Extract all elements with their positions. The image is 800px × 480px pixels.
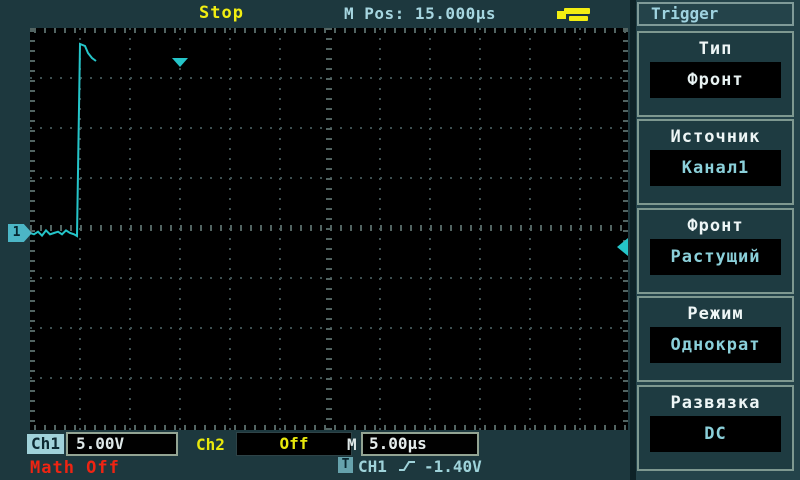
usb-icon (557, 8, 590, 21)
trigger-menu-panel: Trigger Тип Фронт Источник Канал1 Фронт … (636, 0, 800, 480)
trigger-source-readout: CH1 (358, 457, 387, 476)
gridline (30, 425, 628, 430)
menu-item-value: Однократ (650, 327, 781, 363)
gridline (30, 225, 628, 231)
ch2-state-readout: Off (236, 432, 352, 456)
ch2-badge[interactable]: Ch2 (196, 435, 225, 454)
ch1-ground-marker[interactable]: 1 (8, 224, 32, 242)
acquisition-status: Stop (199, 3, 244, 23)
trigger-level-marker[interactable] (617, 238, 628, 256)
math-status: Math Off (30, 458, 120, 478)
menu-item-label: Тип (698, 39, 733, 59)
trigger-menu-title: Trigger (637, 2, 794, 26)
menu-item-label: Режим (687, 304, 744, 324)
waveform-display (30, 28, 628, 430)
menu-item-label: Источник (670, 127, 761, 147)
timebase-readout: 5.00µs (361, 432, 479, 456)
trigger-level-readout: -1.40V (424, 457, 482, 476)
gridline (623, 28, 628, 430)
sidebar-divider (630, 0, 636, 480)
menu-item-value: Фронт (650, 62, 781, 98)
menu-item-value: Канал1 (650, 150, 781, 186)
trigger-menu-item-mode[interactable]: Режим Однократ (637, 296, 794, 382)
ch1-badge[interactable]: Ch1 (27, 434, 64, 454)
gridline (30, 28, 628, 33)
trigger-menu-item-coupling[interactable]: Развязка DC (637, 385, 794, 471)
menu-item-label: Фронт (687, 216, 744, 236)
menu-item-value: DC (650, 416, 781, 452)
trigger-menu-item-type[interactable]: Тип Фронт (637, 31, 794, 117)
ch1-scale-readout: 5.00V (66, 432, 178, 456)
trigger-badge: T (338, 457, 353, 473)
menu-item-label: Развязка (670, 393, 761, 413)
trigger-menu-item-slope[interactable]: Фронт Растущий (637, 208, 794, 294)
trigger-menu-item-source[interactable]: Источник Канал1 (637, 119, 794, 205)
gridline (30, 28, 35, 430)
menu-item-value: Растущий (650, 239, 781, 275)
rising-edge-icon (399, 461, 415, 471)
trigger-position-marker[interactable] (172, 58, 188, 67)
ch1-waveform-trace (30, 42, 97, 238)
horizontal-position-readout: M Pos: 15.000µs (344, 4, 496, 23)
timebase-label: M (347, 435, 357, 454)
